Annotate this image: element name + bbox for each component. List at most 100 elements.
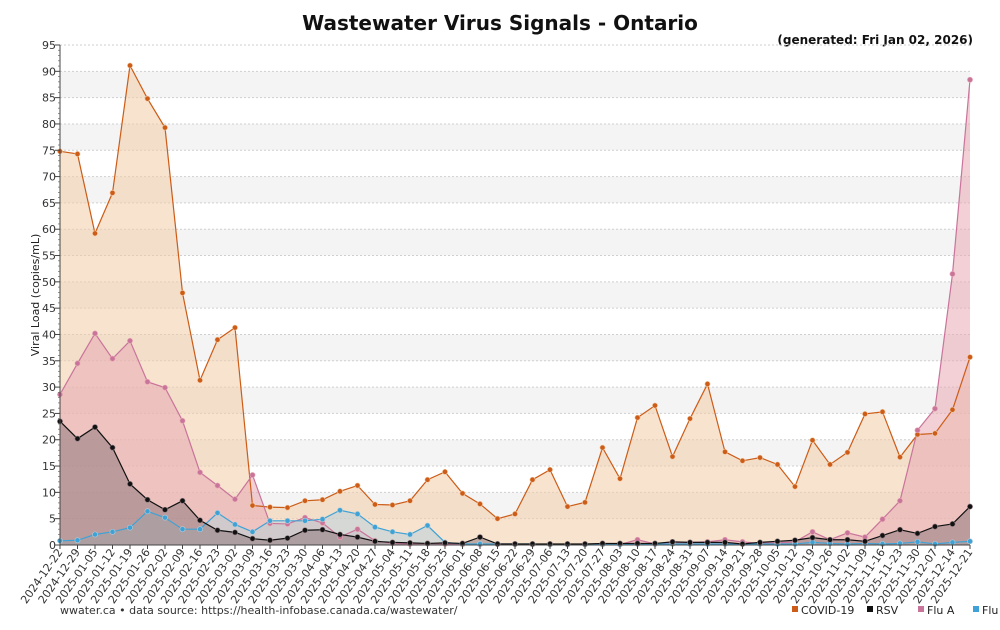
rsv-point	[249, 535, 256, 542]
rsv-point	[477, 534, 483, 541]
covid-19-point	[372, 501, 378, 508]
flu-b-point	[249, 528, 256, 535]
covid-19-point	[687, 415, 693, 422]
covid-19-point	[652, 402, 658, 409]
rsv-point	[197, 517, 203, 524]
covid-19-point	[162, 124, 168, 131]
covid-19-point	[739, 457, 746, 464]
footer-source: wwater.ca • data source: https://health-…	[60, 604, 458, 617]
y-tick-label: 0	[49, 539, 56, 552]
rsv-point	[302, 527, 308, 534]
covid-19-point	[949, 406, 956, 413]
rsv-point	[144, 496, 151, 503]
covid-19-point	[249, 502, 256, 509]
rsv-point	[722, 539, 728, 546]
y-tick-label: 45	[42, 302, 56, 315]
flu-b-point	[232, 521, 238, 528]
covid-19-point	[267, 504, 273, 511]
rsv-point	[809, 534, 816, 541]
covid-19-point	[862, 411, 868, 417]
covid-19-point	[232, 324, 238, 331]
rsv-point	[704, 539, 711, 546]
x-tick-labels: 2024-12-222024-12-292025-01-052025-01-12…	[18, 545, 975, 606]
flu-a-point	[92, 330, 98, 337]
covid-19-point	[127, 62, 133, 69]
y-tick-label: 80	[42, 118, 56, 131]
flu-a-point	[897, 497, 903, 504]
covid-19-point	[354, 482, 361, 489]
y-tick-label: 50	[42, 276, 56, 289]
flu-b-point	[407, 531, 413, 538]
flu-b-point	[127, 524, 133, 531]
flu-b-point	[214, 509, 221, 516]
flu-a-point	[179, 417, 186, 424]
y-tick-label: 75	[42, 144, 56, 157]
covid-19-point	[792, 483, 798, 490]
y-tick-label: 20	[42, 434, 56, 447]
covid-19-point	[92, 230, 98, 237]
flu-a-point	[214, 482, 221, 489]
flu-b-point	[179, 526, 186, 533]
flu-b-point	[74, 537, 81, 544]
y-tick-label: 35	[42, 355, 56, 368]
y-tick-label: 65	[42, 197, 56, 210]
rsv-point	[669, 538, 676, 545]
flu-b-point	[109, 528, 116, 535]
rsv-point	[267, 537, 273, 544]
rsv-point	[967, 503, 973, 510]
covid-19-point	[529, 476, 536, 483]
y-tick-labels: 0 5 10 15 20 25 30 35 40 45 50 55 60 65 70 75 80 85 90 95	[42, 39, 60, 552]
covid-19-point	[582, 499, 588, 506]
rsv-point	[354, 534, 361, 541]
rsv-point	[774, 538, 781, 545]
background-band	[60, 229, 970, 256]
flu-a-point	[967, 76, 973, 83]
flu-b-point	[372, 524, 378, 531]
y-tick-label: 70	[42, 171, 56, 184]
flu-b-point	[914, 538, 921, 545]
flu-b-point	[424, 522, 431, 529]
background-band	[60, 334, 970, 361]
legend-label-flu-b: Flu B	[982, 604, 1000, 617]
covid-19-point	[827, 461, 833, 468]
rsv-area	[60, 421, 970, 545]
y-tick-label: 5	[49, 513, 56, 526]
chart-title: Wastewater Virus Signals - Ontario	[302, 11, 698, 35]
legend-label-covid-19: COVID-19	[801, 604, 854, 617]
covid-19-point	[407, 497, 413, 504]
covid-19-point	[967, 354, 973, 361]
flu-b-point	[267, 517, 273, 524]
rsv-point	[74, 435, 81, 442]
covid-19-point	[477, 501, 483, 507]
flu-a-point	[232, 496, 238, 503]
flu-a-point	[249, 472, 256, 478]
covid-19-point	[547, 466, 553, 473]
y-tick-label: 95	[42, 39, 56, 52]
flu-b-point	[319, 516, 326, 523]
covid-19-point	[932, 430, 938, 437]
covid-19-point	[284, 504, 291, 511]
covid-19-point	[704, 381, 711, 387]
background-bands	[60, 71, 970, 519]
rsv-point	[337, 531, 343, 538]
flu-b-point	[284, 517, 291, 524]
covid-19-point	[512, 511, 518, 517]
rsv-point	[687, 539, 693, 546]
rsv-point	[844, 536, 851, 543]
y-tick-label: 10	[42, 486, 56, 499]
covid-19-point	[809, 437, 816, 444]
covid-19-point	[722, 448, 728, 455]
rsv-point	[284, 535, 291, 542]
flu-b-point	[354, 511, 361, 517]
rsv-point	[232, 529, 238, 536]
flu-a-point	[932, 405, 938, 412]
rsv-point	[214, 527, 221, 534]
legend-swatch-rsv	[867, 606, 873, 612]
rsv-point	[127, 481, 133, 487]
flu-b-point	[389, 528, 396, 535]
flu-a-point	[74, 360, 81, 367]
legend-swatch-flu-b	[973, 606, 979, 612]
y-axis-label: Viral Load (copies/mL)	[29, 234, 42, 357]
rsv-point	[914, 530, 921, 537]
